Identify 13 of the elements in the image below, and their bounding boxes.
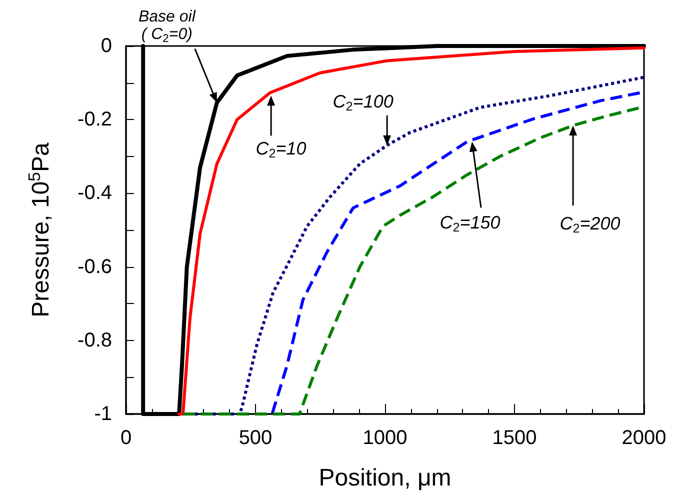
y-tick-label: -0.8 bbox=[78, 329, 112, 352]
y-tick-label: 0 bbox=[100, 35, 112, 57]
y-tick-label: -0.4 bbox=[78, 182, 112, 204]
y-tick-label: -0.6 bbox=[78, 256, 112, 278]
y-tick-label: -0.2 bbox=[78, 108, 112, 131]
x-tick-label: 0 bbox=[120, 427, 132, 449]
y-axis-title: Pressure, 105Pa bbox=[24, 142, 54, 318]
x-axis-title: Position, μm bbox=[318, 464, 452, 492]
y-tick-label: -1 bbox=[94, 403, 112, 425]
x-tick-label: 2000 bbox=[622, 427, 666, 449]
x-tick-label: 1000 bbox=[362, 427, 408, 449]
x-tick-label: 1500 bbox=[492, 427, 537, 449]
x-tick-label: 500 bbox=[238, 427, 272, 449]
